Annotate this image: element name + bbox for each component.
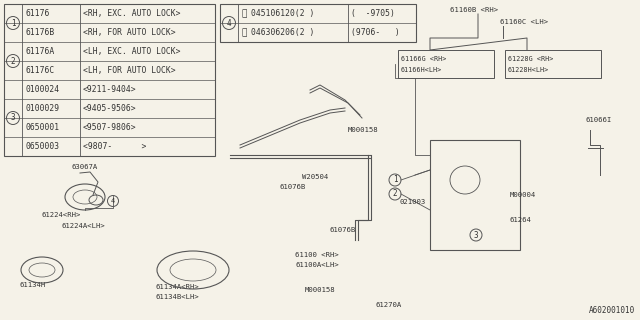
- Bar: [505, 50, 601, 78]
- Text: 61160B <RH>: 61160B <RH>: [450, 7, 498, 13]
- Text: 61100A<LH>: 61100A<LH>: [295, 262, 339, 268]
- Text: 63067A: 63067A: [72, 164, 99, 170]
- Text: 61176B: 61176B: [25, 28, 54, 37]
- Text: 61228H<LH>: 61228H<LH>: [508, 67, 549, 73]
- Text: 61134B<LH>: 61134B<LH>: [155, 294, 199, 300]
- Text: 021003: 021003: [400, 199, 426, 205]
- Text: M00004: M00004: [510, 192, 536, 198]
- Bar: [430, 140, 520, 250]
- Text: <LH, FOR AUTO LOCK>: <LH, FOR AUTO LOCK>: [83, 66, 175, 75]
- Text: 1: 1: [393, 175, 397, 185]
- Text: 045106120(2 ): 045106120(2 ): [251, 9, 314, 18]
- Text: 61134H: 61134H: [20, 282, 46, 288]
- Bar: [398, 50, 494, 78]
- Text: 2: 2: [393, 189, 397, 198]
- Text: 3: 3: [474, 230, 478, 239]
- Text: (9706-   ): (9706- ): [351, 28, 400, 37]
- Text: 2: 2: [11, 57, 15, 66]
- Text: 0650003: 0650003: [25, 142, 59, 151]
- Text: W20504: W20504: [302, 174, 328, 180]
- Text: 61264: 61264: [510, 217, 532, 223]
- Text: (  -9705): ( -9705): [351, 9, 395, 18]
- Bar: [220, 4, 416, 42]
- Text: A602001010: A602001010: [589, 306, 635, 315]
- Bar: [4, 4, 215, 156]
- Text: 61160C <LH>: 61160C <LH>: [500, 19, 548, 25]
- Text: Ⓢ: Ⓢ: [241, 9, 246, 18]
- Text: 61166G <RH>: 61166G <RH>: [401, 56, 446, 62]
- Text: 61176A: 61176A: [25, 47, 54, 56]
- Text: M000158: M000158: [305, 287, 335, 293]
- Text: 0650001: 0650001: [25, 123, 59, 132]
- Text: 61270A: 61270A: [375, 302, 401, 308]
- Text: 61076B: 61076B: [330, 227, 356, 233]
- Text: 61134A<RH>: 61134A<RH>: [155, 284, 199, 290]
- Text: <RH, EXC. AUTO LOCK>: <RH, EXC. AUTO LOCK>: [83, 9, 180, 18]
- Text: 61100 <RH>: 61100 <RH>: [295, 252, 339, 258]
- Text: 4: 4: [227, 19, 231, 28]
- Text: 0100024: 0100024: [25, 85, 59, 94]
- Text: 61224<RH>: 61224<RH>: [42, 212, 81, 218]
- Text: <9211-9404>: <9211-9404>: [83, 85, 136, 94]
- Text: Ⓢ: Ⓢ: [241, 28, 246, 37]
- Text: 3: 3: [11, 114, 15, 123]
- Text: M000158: M000158: [348, 127, 379, 133]
- Text: 61224A<LH>: 61224A<LH>: [62, 223, 106, 229]
- Text: 0100029: 0100029: [25, 104, 59, 113]
- Text: <9807-      >: <9807- >: [83, 142, 147, 151]
- Text: 61228G <RH>: 61228G <RH>: [508, 56, 554, 62]
- Text: 61066I: 61066I: [585, 117, 611, 123]
- Text: 61176C: 61176C: [25, 66, 54, 75]
- Text: <9405-9506>: <9405-9506>: [83, 104, 136, 113]
- Text: <9507-9806>: <9507-9806>: [83, 123, 136, 132]
- Text: <RH, FOR AUTO LOCK>: <RH, FOR AUTO LOCK>: [83, 28, 175, 37]
- Text: <LH, EXC. AUTO LOCK>: <LH, EXC. AUTO LOCK>: [83, 47, 180, 56]
- Text: 61166H<LH>: 61166H<LH>: [401, 67, 442, 73]
- Text: 61176: 61176: [25, 9, 49, 18]
- Text: 1: 1: [11, 19, 15, 28]
- Text: 4: 4: [111, 198, 115, 204]
- Text: 61076B: 61076B: [280, 184, 307, 190]
- Text: 046306206(2 ): 046306206(2 ): [251, 28, 314, 37]
